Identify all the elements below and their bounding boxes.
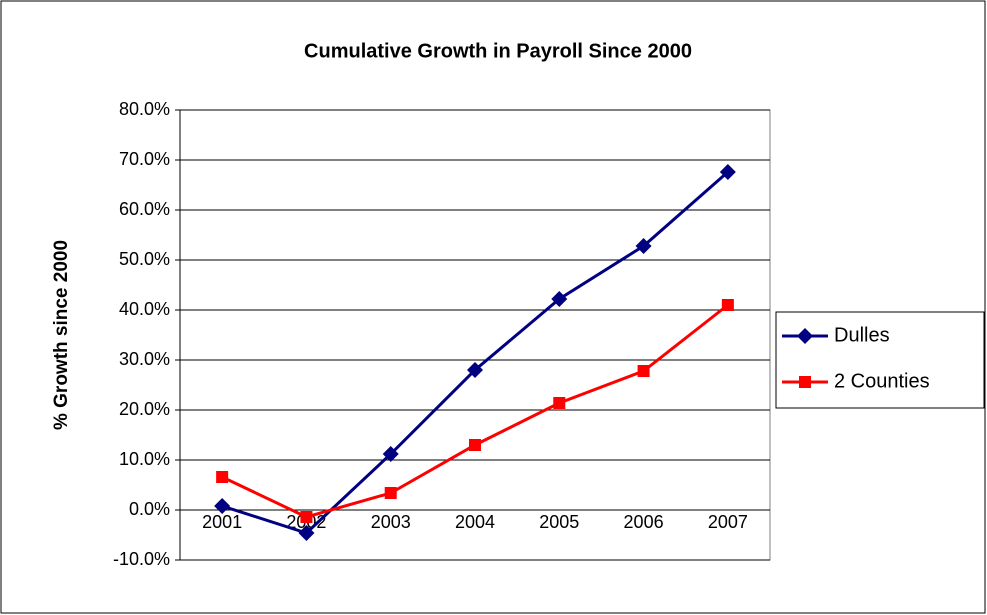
y-axis-label: % Growth since 2000 [51, 240, 72, 430]
y-tick-label: 10.0% [119, 449, 170, 469]
legend-label: 2 Counties [834, 370, 930, 392]
legend-marker [799, 376, 811, 388]
marker [216, 471, 229, 483]
marker [382, 446, 399, 462]
legend-label: Dulles [834, 324, 890, 346]
marker [214, 498, 231, 514]
y-tick-label: 70.0% [119, 149, 170, 169]
y-tick-label: 30.0% [119, 349, 170, 369]
marker [635, 238, 652, 254]
x-tick-label: 2004 [455, 512, 495, 532]
marker [469, 439, 481, 451]
marker [467, 362, 483, 378]
legend-marker [797, 328, 813, 344]
plot-area [179, 109, 771, 561]
marker [719, 164, 736, 180]
y-tick-label: 0.0% [129, 499, 170, 519]
marker [384, 487, 397, 499]
marker [300, 511, 313, 523]
legend-box [775, 311, 985, 409]
marker [553, 397, 566, 409]
y-tick-label: 60.0% [119, 199, 170, 219]
x-tick-label: 2006 [624, 512, 664, 532]
marker [637, 365, 650, 377]
y-tick-label: -10.0% [113, 549, 170, 569]
y-tick-label: 80.0% [119, 99, 170, 119]
x-tick-label: 2005 [539, 512, 579, 532]
y-tick-label: 50.0% [119, 249, 170, 269]
marker [551, 291, 568, 307]
y-tick-label: 40.0% [119, 299, 170, 319]
marker [721, 299, 734, 311]
y-tick-label: 20.0% [119, 399, 170, 419]
x-tick-label: 2007 [708, 512, 748, 532]
marker [298, 525, 315, 541]
chart-title: Cumulative Growth in Payroll Since 2000 [304, 40, 692, 62]
x-tick-label: 2001 [202, 512, 242, 532]
x-tick-label: 2003 [371, 512, 411, 532]
